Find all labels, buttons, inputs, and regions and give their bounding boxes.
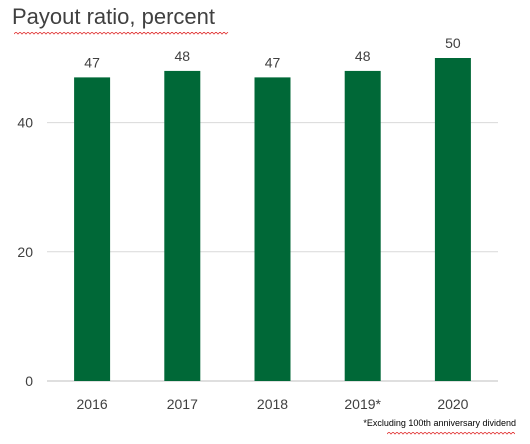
x-tick-label-2020: 2020 <box>437 396 468 412</box>
title-spellcheck-underline <box>14 32 229 35</box>
data-label-2018: 47 <box>265 54 281 70</box>
bar-2016 <box>74 77 111 381</box>
data-label-2020: 50 <box>445 35 461 51</box>
x-tick-label-2016: 2016 <box>77 396 108 412</box>
bar-2017 <box>164 70 201 382</box>
bar-2019* <box>344 70 381 382</box>
y-tick-label: 0 <box>25 373 33 389</box>
y-tick-label: 40 <box>17 115 33 131</box>
bar-2020 <box>434 58 471 381</box>
data-label-2019*: 48 <box>355 48 371 64</box>
x-tick-label-2017: 2017 <box>167 396 198 412</box>
chart-footnote: *Excluding 100th anniversary dividend <box>363 418 516 428</box>
x-tick-label-2019*: 2019* <box>344 396 381 412</box>
y-tick-label: 20 <box>17 244 33 260</box>
footnote-spellcheck-underline <box>387 432 515 435</box>
chart-title: Payout ratio, percent <box>12 4 216 29</box>
bar-2018 <box>254 77 291 381</box>
data-label-2017: 48 <box>175 48 191 64</box>
data-label-2016: 47 <box>84 54 100 70</box>
x-tick-label-2018: 2018 <box>257 396 288 412</box>
